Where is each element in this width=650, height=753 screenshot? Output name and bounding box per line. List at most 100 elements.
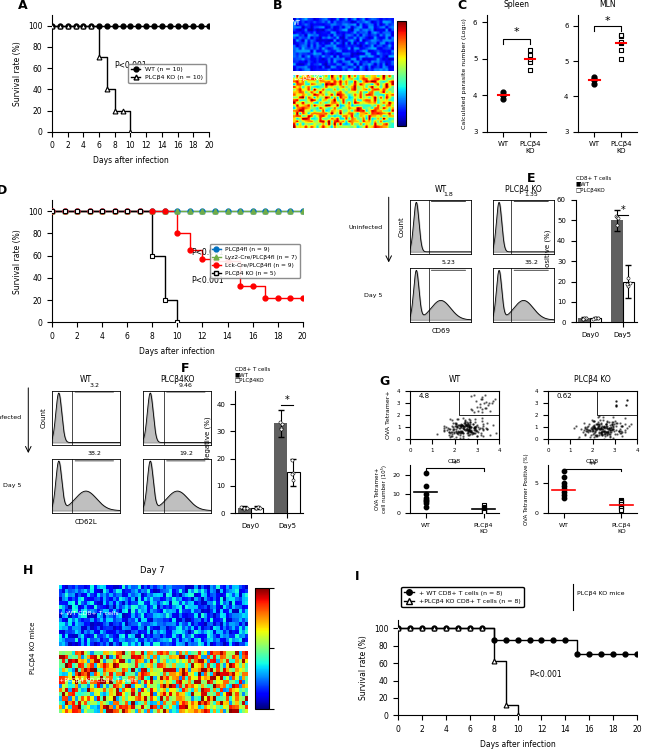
Point — [444, 425, 454, 437]
Point — [606, 424, 616, 436]
Point — [590, 422, 600, 434]
Point — [604, 431, 615, 444]
Point — [619, 412, 630, 424]
Point — [598, 411, 608, 423]
Point — [626, 418, 636, 430]
Point — [478, 505, 489, 517]
Point — [467, 428, 478, 440]
Point — [596, 418, 606, 430]
Point — [593, 416, 603, 428]
Point — [578, 424, 589, 436]
Point — [482, 423, 492, 435]
Point — [603, 425, 614, 437]
Point — [250, 501, 261, 514]
Bar — [274, 423, 287, 513]
Title: Spleen: Spleen — [504, 0, 530, 9]
Point — [458, 420, 469, 432]
Point — [455, 432, 465, 444]
Point — [471, 395, 482, 407]
Point — [462, 419, 472, 431]
Point — [607, 418, 618, 430]
Text: PLCβ4 KO mice: PLCβ4 KO mice — [577, 591, 625, 596]
Point — [606, 421, 616, 433]
Y-axis label: Calculated parasite number (Log₁₀): Calculated parasite number (Log₁₀) — [462, 18, 467, 129]
Point — [478, 430, 488, 442]
Point — [614, 423, 625, 435]
Point — [588, 428, 598, 441]
Point — [477, 416, 488, 428]
Point — [467, 427, 478, 439]
Point — [478, 397, 489, 409]
Point — [558, 492, 569, 504]
Point — [578, 312, 588, 325]
Point — [598, 414, 608, 426]
Point — [608, 421, 619, 433]
Point — [621, 422, 632, 434]
Point — [458, 427, 469, 439]
Point — [595, 423, 605, 435]
Point — [470, 421, 480, 433]
Point — [587, 423, 597, 435]
Point — [463, 413, 474, 425]
Text: + WT CD8+ T cells: + WT CD8+ T cells — [59, 611, 119, 616]
Point — [624, 420, 634, 432]
Point — [458, 422, 469, 434]
Point — [481, 422, 491, 434]
Point — [462, 416, 473, 428]
Point — [597, 428, 607, 440]
Point — [466, 426, 476, 438]
Point — [591, 312, 601, 325]
Point — [593, 410, 603, 422]
Point — [458, 416, 469, 428]
Title: PLCβ4 KO: PLCβ4 KO — [574, 375, 611, 384]
Point — [477, 412, 488, 424]
Point — [601, 418, 612, 430]
Point — [587, 414, 597, 426]
Point — [470, 413, 480, 425]
Point — [525, 64, 535, 76]
X-axis label: CD69: CD69 — [432, 328, 450, 334]
Y-axis label: CD62L Negative (%): CD62L Negative (%) — [204, 416, 211, 487]
Point — [478, 424, 488, 436]
Point — [616, 500, 627, 512]
Point — [482, 417, 492, 429]
Point — [612, 417, 622, 429]
Point — [597, 426, 608, 438]
Point — [602, 415, 612, 427]
Point — [460, 417, 471, 429]
Text: E: E — [526, 172, 535, 184]
Point — [457, 426, 467, 438]
Point — [475, 398, 486, 410]
Point — [439, 425, 449, 437]
Point — [578, 426, 588, 438]
Point — [459, 420, 469, 432]
Point — [601, 425, 611, 437]
Point — [592, 430, 602, 442]
Point — [462, 418, 472, 430]
Point — [457, 425, 467, 437]
Point — [589, 73, 599, 85]
Point — [498, 90, 508, 102]
Point — [463, 425, 473, 437]
Point — [448, 417, 458, 429]
Point — [585, 431, 595, 444]
Point — [421, 498, 431, 510]
Point — [596, 426, 606, 438]
Point — [601, 422, 612, 434]
Text: 38.2: 38.2 — [87, 451, 101, 456]
Point — [236, 501, 246, 514]
Point — [466, 403, 476, 415]
Point — [441, 425, 452, 437]
X-axis label: Days after infection: Days after infection — [140, 346, 215, 355]
Point — [592, 312, 603, 324]
Point — [447, 428, 458, 440]
Point — [588, 427, 599, 439]
Point — [465, 425, 475, 437]
Point — [452, 425, 463, 437]
Point — [469, 407, 480, 419]
Point — [491, 427, 501, 439]
Point — [478, 499, 489, 511]
Point — [446, 430, 456, 442]
Point — [616, 29, 626, 41]
Point — [595, 414, 605, 426]
